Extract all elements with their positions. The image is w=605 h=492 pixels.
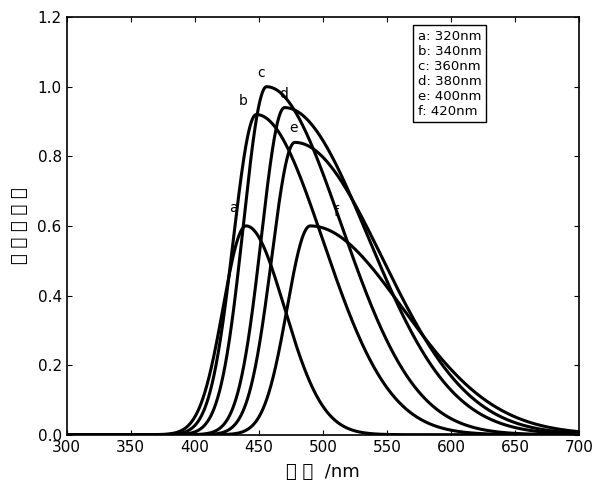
Text: c: c <box>258 66 265 80</box>
Text: a: a <box>229 201 238 215</box>
X-axis label: 波 长  /nm: 波 长 /nm <box>286 463 360 481</box>
Text: d: d <box>279 87 288 101</box>
Text: f: f <box>333 205 338 219</box>
Text: b: b <box>239 93 248 108</box>
Text: a: 320nm
b: 340nm
c: 360nm
d: 380nm
e: 400nm
f: 420nm: a: 320nm b: 340nm c: 360nm d: 380nm e: 4… <box>418 30 482 118</box>
Text: e: e <box>289 122 298 135</box>
Y-axis label: 归 一 化 强 度: 归 一 化 强 度 <box>11 187 29 264</box>
